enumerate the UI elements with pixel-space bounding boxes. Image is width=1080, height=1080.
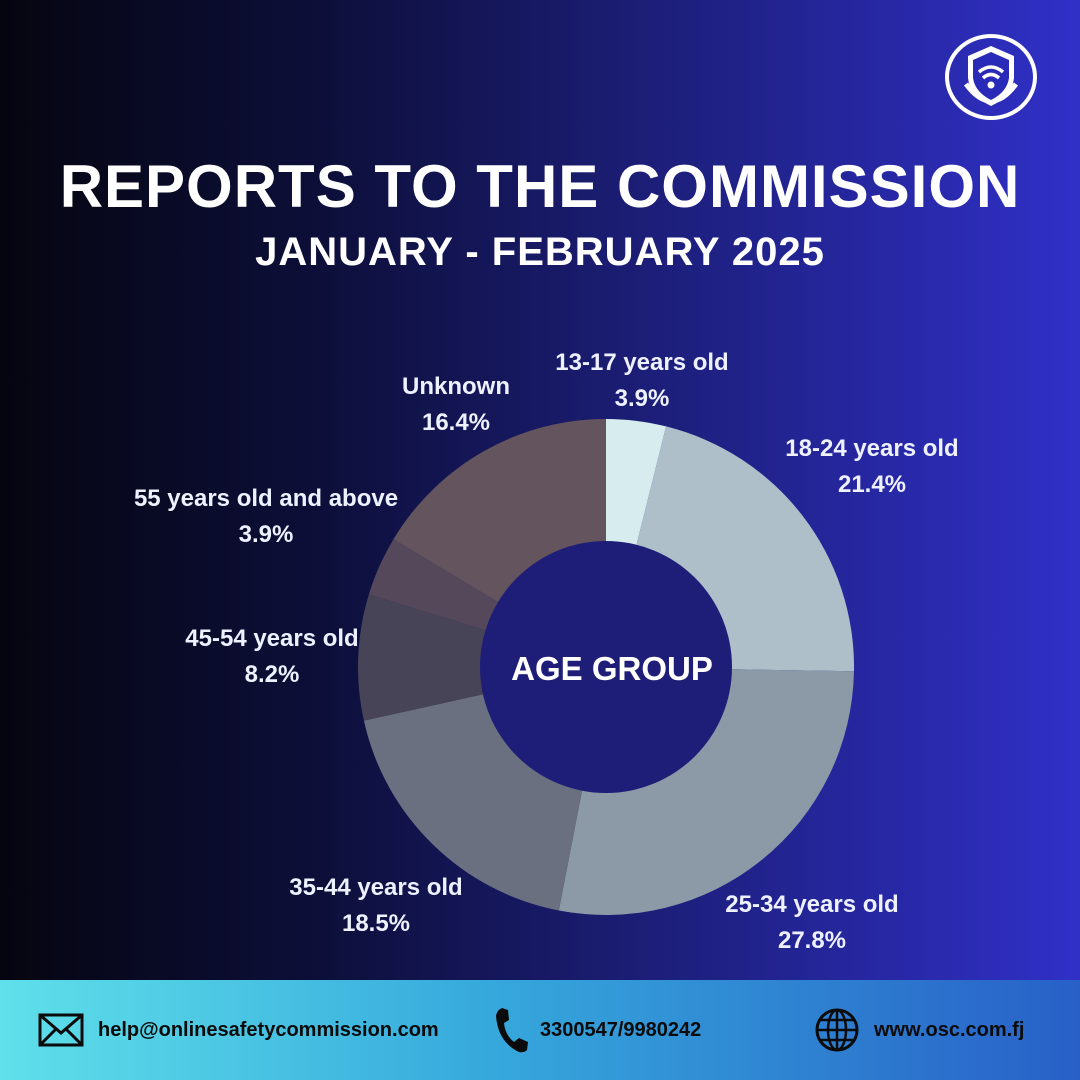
slice-value-label: 8.2%	[245, 661, 300, 688]
chart-labels: 13-17 years old 3.9% 18-24 years old 21.4% 2…	[134, 349, 959, 954]
phone-icon	[496, 1008, 528, 1053]
slice-value-label: 18.5%	[342, 910, 410, 937]
slice-label: 18-24 years old	[785, 435, 958, 462]
page-subtitle: JANUARY - FEBRUARY 2025	[255, 230, 825, 274]
chart-hole	[480, 541, 732, 793]
phone-contact[interactable]: 3300547/9980242	[494, 980, 701, 1080]
website-text[interactable]: www.osc.com.fj	[874, 1018, 1025, 1041]
email-contact[interactable]: help@onlinesafetycommission.com	[38, 980, 439, 1080]
age-group-donut-chart: AGE GROUP 13-17 years old 3.9% 18-24 years…	[134, 349, 959, 954]
shield-wifi-icon	[945, 34, 1037, 120]
footer: help@onlinesafetycommission.com 3300547/…	[0, 980, 1080, 1080]
slice-value-label: 27.8%	[778, 927, 846, 954]
slice-value-label: 16.4%	[422, 409, 490, 436]
globe-icon	[815, 1008, 859, 1052]
slice-label: 13-17 years old	[555, 349, 728, 376]
website-contact[interactable]: www.osc.com.fj	[814, 980, 1024, 1080]
chart-center-label: AGE GROUP	[511, 650, 713, 687]
slice-value-label: 3.9%	[615, 385, 670, 412]
slice-label: 45-54 years old	[185, 625, 358, 652]
slice-value-label: 3.9%	[239, 521, 294, 548]
envelope-icon	[38, 1013, 84, 1047]
slice-label: Unknown	[402, 373, 510, 400]
slice-label: 55 years old and above	[134, 485, 398, 512]
slice-label: 25-34 years old	[725, 891, 898, 918]
slice-label: 35-44 years old	[289, 874, 462, 901]
phone-text[interactable]: 3300547/9980242	[540, 1018, 702, 1041]
logo	[944, 34, 1038, 120]
slice-value-label: 21.4%	[838, 471, 906, 498]
email-text[interactable]: help@onlinesafetycommission.com	[98, 1018, 439, 1041]
page-title: REPORTS TO THE COMMISSION	[59, 153, 1021, 220]
